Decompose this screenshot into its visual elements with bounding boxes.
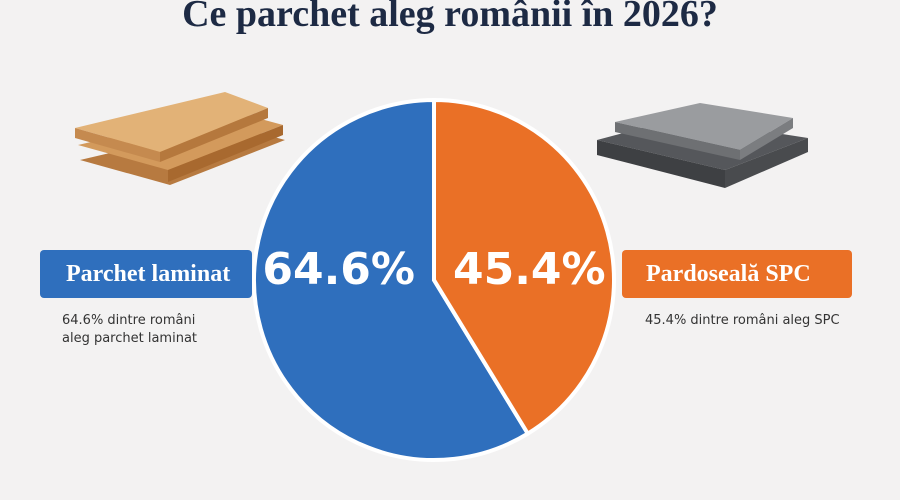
chart-title: Ce parchet aleg românii în 2026? bbox=[182, 0, 718, 35]
category-label: Pardoseală SPC bbox=[622, 250, 852, 298]
slice-label: 45.4% bbox=[453, 244, 606, 295]
pie-slice bbox=[432, 97, 616, 437]
tile-illustration bbox=[597, 103, 808, 188]
category-label: Parchet laminat bbox=[40, 250, 252, 298]
wood-illustration bbox=[75, 92, 285, 185]
annotation: 45.4% dintre români aleg SPC bbox=[645, 313, 840, 328]
slice-label: 64.6% bbox=[262, 244, 415, 295]
annotation: 64.6% dintre români aleg parchet laminat bbox=[62, 313, 198, 346]
pie-slice bbox=[252, 97, 531, 462]
